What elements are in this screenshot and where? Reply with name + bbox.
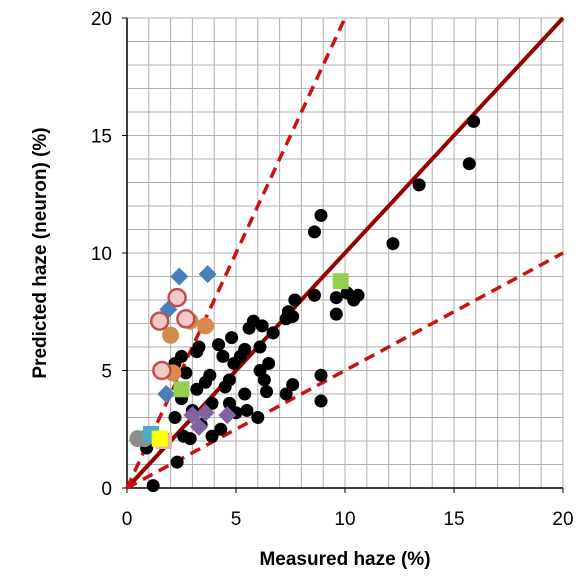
x-tick-label: 10: [334, 509, 355, 530]
x-tick-label: 5: [231, 509, 242, 530]
data-point: [281, 305, 295, 319]
data-point: [173, 381, 190, 398]
data-points: [129, 114, 481, 493]
data-point: [214, 422, 228, 436]
data-point: [253, 340, 267, 354]
data-point: [467, 114, 481, 128]
data-point: [179, 366, 193, 380]
data-point: [314, 368, 328, 382]
data-point: [260, 385, 274, 399]
data-point: [162, 326, 180, 344]
data-point: [216, 349, 230, 363]
data-point: [329, 291, 343, 305]
data-point: [240, 403, 254, 417]
data-point: [238, 387, 252, 401]
data-point: [307, 225, 321, 239]
data-point: [266, 326, 280, 340]
data-point: [176, 309, 196, 329]
x-axis-title: Measured haze (%): [259, 549, 430, 570]
bound-line-dashed: [126, 251, 564, 490]
data-point: [192, 340, 206, 354]
data-point: [286, 378, 300, 392]
data-point: [196, 317, 214, 335]
data-point: [462, 157, 476, 171]
data-point: [168, 411, 182, 424]
y-tick-label: 15: [91, 127, 112, 148]
data-point: [196, 403, 215, 422]
data-point: [170, 455, 184, 469]
data-point: [152, 360, 172, 381]
data-point: [246, 314, 260, 328]
data-point: [222, 373, 236, 387]
data-point: [238, 342, 252, 356]
tick-labels: 0 5 10 15 20 0 5 10 15 20: [91, 9, 574, 530]
data-point: [222, 396, 236, 410]
data-point: [205, 429, 219, 443]
data-point: [386, 237, 400, 251]
data-point: [251, 411, 265, 424]
data-point: [332, 273, 349, 290]
data-point: [203, 368, 217, 382]
data-point: [412, 178, 426, 192]
y-tick-label: 20: [91, 9, 112, 30]
x-tick-label: 0: [122, 509, 133, 530]
data-point: [212, 338, 226, 352]
data-point: [314, 208, 328, 222]
data-point: [225, 331, 239, 345]
data-point: [329, 307, 343, 321]
data-point: [288, 293, 302, 307]
data-point: [279, 387, 293, 401]
x-tick-label: 20: [552, 509, 573, 530]
data-point: [218, 406, 237, 425]
y-axis-title: Predicted haze (neuron) (%): [30, 127, 51, 378]
y-tick-label: 0: [101, 479, 112, 500]
data-point: [314, 394, 328, 408]
data-point: [190, 382, 204, 396]
data-point: [253, 364, 267, 377]
data-point: [183, 432, 197, 446]
data-point: [351, 288, 365, 302]
bound-line-dashed: [125, 17, 347, 489]
data-point: [307, 288, 321, 302]
x-tick-label: 15: [443, 509, 464, 530]
y-tick-label: 10: [91, 244, 112, 265]
data-point: [151, 430, 168, 447]
data-point: [157, 385, 176, 403]
data-point: [167, 287, 187, 308]
data-point: [170, 267, 189, 286]
data-point: [183, 406, 202, 425]
data-point: [149, 311, 170, 331]
y-tick-label: 5: [101, 362, 112, 383]
data-point: [262, 356, 276, 370]
data-point: [175, 349, 188, 363]
data-point: [198, 265, 217, 284]
data-point: [205, 396, 219, 410]
axes: [122, 17, 564, 493]
data-point: [189, 417, 208, 436]
data-point: [146, 479, 160, 493]
